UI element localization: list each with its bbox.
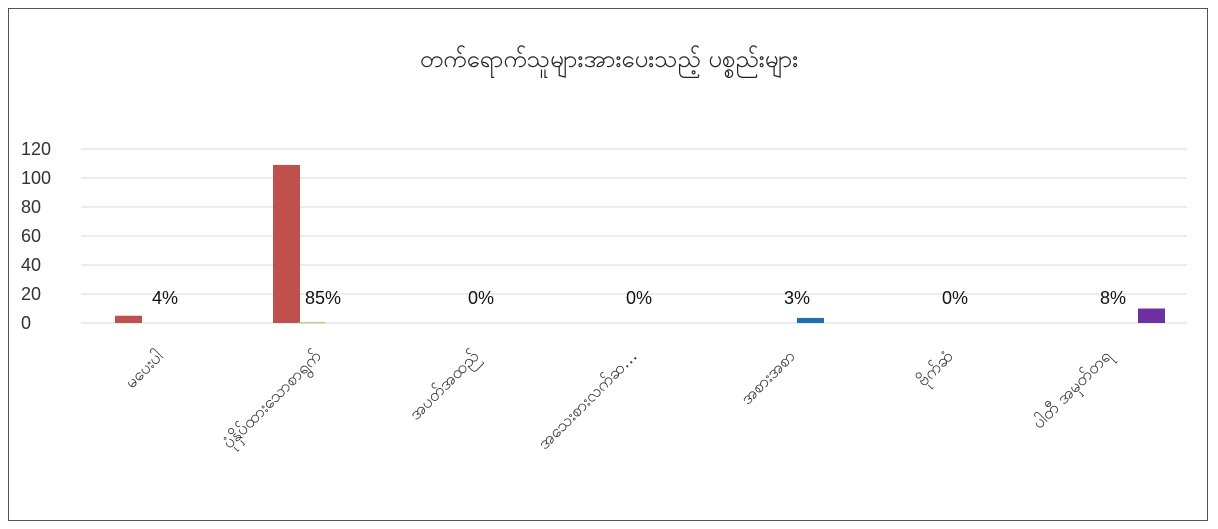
gridlines (81, 148, 1187, 324)
y-tick-label: 20 (21, 284, 41, 304)
chart-title: တက်ရောက်သူများအားပေးသည့် ပစ္စည်းများ (420, 44, 798, 78)
y-tick-label: 100 (21, 168, 51, 188)
data-labels: 4% 85% 0% 0% 3% 0% 8% (152, 288, 1126, 308)
data-label: 0% (626, 288, 652, 308)
data-label: 8% (1100, 288, 1126, 308)
bar-chart: တက်ရောက်သူများအားပေးသည့် ပစ္စည်းများ 0 20… (21, 44, 1187, 455)
category-label: အပတ်အထည် (406, 346, 486, 426)
bar (298, 322, 325, 324)
y-tick-label: 40 (21, 255, 41, 275)
bar (1138, 308, 1165, 323)
data-label: 85% (305, 288, 341, 308)
chart-frame: တက်ရောက်သူများအားပေးသည့် ပစ္စည်းများ 0 20… (8, 8, 1208, 521)
bar (273, 164, 300, 323)
data-label: 0% (468, 288, 494, 308)
y-tick-label: 60 (21, 226, 41, 246)
category-label: ပုံနှိပ်ထားသောစာရွက် (219, 346, 328, 455)
category-label: အစားအစာ (737, 346, 800, 409)
data-label: 0% (942, 288, 968, 308)
y-axis-ticks: 0 20 40 60 80 100 120 (21, 139, 51, 333)
y-tick-label: 0 (21, 313, 31, 333)
bars (115, 164, 1165, 324)
category-label: ပါတီ အမှတ်တရ (1028, 345, 1119, 436)
category-label: အသေးစားလက်ဆ… (534, 346, 641, 453)
data-label: 4% (152, 288, 178, 308)
category-label: မပေးပါ (120, 346, 167, 393)
y-tick-label: 80 (21, 197, 41, 217)
category-label: ဗိုက်ဆံ (913, 346, 960, 393)
bar (797, 317, 824, 323)
y-tick-label: 120 (21, 139, 51, 159)
x-axis-categories: မပေးပါ ပုံနှိပ်ထားသောစာရွက် အပတ်အထည် အသေးစာ… (120, 345, 1118, 455)
data-label: 3% (784, 288, 810, 308)
bar (115, 315, 142, 323)
